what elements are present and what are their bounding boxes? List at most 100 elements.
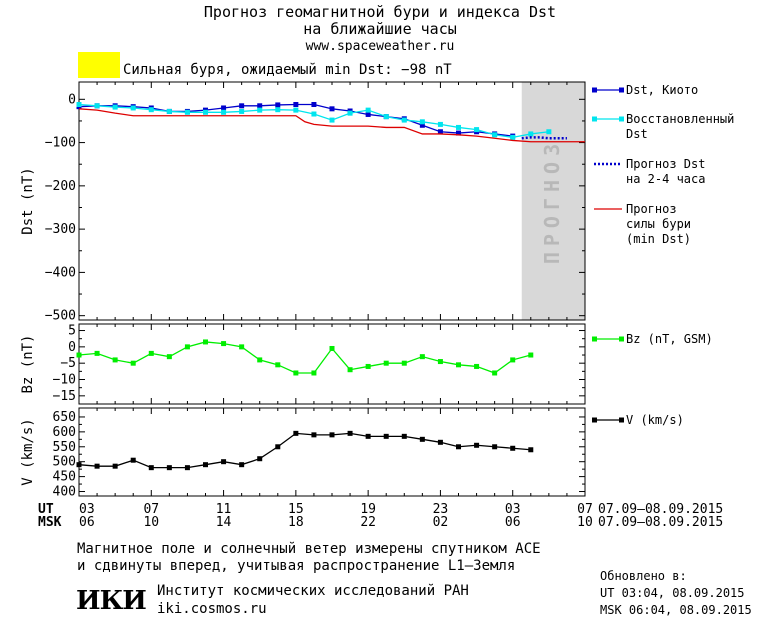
ut-tick-label: 23 — [433, 502, 449, 517]
msk-tick-label: 10 — [577, 515, 593, 530]
legend-swatch-dst-kyoto-marker — [619, 87, 624, 93]
y-tick-label: −400 — [45, 265, 76, 280]
series-dst-kyoto-point — [275, 102, 281, 108]
legend-swatch-bz-marker — [619, 336, 624, 342]
series-restored-dst-point — [492, 132, 498, 138]
series-restored-dst-point — [546, 129, 552, 135]
updated-msk: MSK 06:04, 08.09.2015 — [600, 603, 752, 617]
series-dst-kyoto-point — [257, 103, 263, 109]
series-restored-dst-point — [419, 119, 425, 125]
series-bz-line — [78, 341, 531, 374]
forecast-band — [521, 82, 585, 320]
series-restored-dst-point — [347, 110, 353, 116]
legend-dst-kyoto: Dst, Киото — [626, 83, 699, 97]
y-axis-label: V (km/s) — [20, 418, 36, 485]
legend-restored-1: Восстановленный — [626, 112, 735, 126]
series-velocity-point — [257, 456, 263, 462]
series-restored-dst-point — [383, 114, 389, 120]
series-dst-kyoto-point — [437, 129, 443, 135]
msk-row-label: MSK — [38, 515, 62, 530]
series-restored-dst-point — [510, 134, 516, 140]
legend-swatch-restored-marker — [592, 116, 597, 122]
y-tick-label: −500 — [45, 309, 76, 324]
series-bz-point — [112, 357, 118, 363]
series-restored-dst-point — [239, 108, 245, 114]
series-velocity-point — [221, 459, 227, 465]
updated-label: Обновлено в: — [600, 569, 687, 583]
series-velocity-point — [76, 462, 82, 468]
series-velocity-point — [329, 432, 335, 438]
iki-logo: ИКИ — [76, 586, 147, 616]
series-dst-kyoto-point — [329, 106, 335, 112]
storm-forecast-text: Сильная буря, ожидаемый min Dst: −98 nT — [123, 62, 452, 78]
legend-swatch-restored-marker — [619, 116, 624, 122]
series-velocity-point — [311, 432, 317, 438]
series-velocity-point — [347, 430, 353, 436]
series-restored-dst-point — [275, 107, 281, 113]
series-velocity-point — [528, 447, 534, 453]
y-tick-label: 550 — [53, 440, 76, 455]
panel-frame — [78, 407, 586, 497]
ut-tick-label: 07 — [577, 502, 593, 517]
series-restored-dst-point — [437, 121, 443, 127]
series-bz-point — [492, 370, 498, 376]
series-restored-dst-point — [293, 107, 299, 113]
chart-title-line1: Прогноз геомагнитной бури и индекса Dst — [203, 3, 557, 21]
series-restored-dst-point — [76, 102, 82, 108]
series-restored-dst-point — [166, 108, 172, 114]
y-tick-label: 450 — [53, 470, 76, 485]
footer-note-line2: и сдвинуты вперед, учитывая распростране… — [77, 558, 516, 574]
y-tick-label: 650 — [53, 410, 76, 425]
legend-bz: Bz (nT, GSM) — [626, 332, 713, 346]
series-velocity-point — [293, 430, 299, 436]
series-bz-point — [203, 339, 208, 345]
ut-tick-label: 19 — [360, 502, 376, 517]
legend-swatch-v-marker — [592, 417, 597, 423]
series-dst-kyoto-point — [221, 105, 227, 111]
ut-tick-label: 03 — [505, 502, 521, 517]
legend-swatch-bz-marker — [592, 336, 597, 342]
panel-frame — [78, 323, 586, 405]
series-velocity-point — [203, 462, 208, 468]
series-dst-kyoto-point — [365, 111, 371, 117]
series-bz-point — [148, 350, 154, 356]
y-tick-label: 400 — [53, 485, 76, 500]
legend-swatch-dst-kyoto-marker — [592, 87, 597, 93]
ut-tick-label: 07 — [143, 502, 159, 517]
series-dst-kyoto-point — [419, 122, 425, 128]
y-axis-label: Bz (nT) — [20, 334, 36, 393]
series-velocity-point — [510, 445, 516, 451]
series-bz-point — [311, 370, 317, 376]
series-velocity-point — [492, 444, 498, 450]
series-restored-dst-point — [148, 107, 154, 113]
y-tick-label: −200 — [45, 179, 76, 194]
series-restored-dst-point — [257, 107, 263, 113]
y-tick-label: −300 — [45, 222, 76, 237]
series-restored-dst-point — [474, 127, 480, 133]
y-tick-label: −100 — [45, 136, 76, 151]
ut-row-label: UT — [38, 502, 54, 517]
series-forecast-dst-line — [521, 136, 567, 140]
series-bz-point — [383, 360, 389, 366]
series-restored-dst-point — [456, 124, 461, 130]
series-restored-dst-point — [221, 109, 227, 115]
series-dst-kyoto-point — [311, 102, 317, 108]
ut-date-range: 07.09–08.09.2015 — [598, 502, 724, 517]
series-velocity-point — [166, 465, 172, 471]
y-tick-label: −10 — [53, 373, 76, 388]
forecast-band-label: ПРОГНОЗ — [540, 138, 564, 264]
series-restored-dst-point — [203, 109, 208, 115]
series-bz-point — [239, 344, 245, 350]
series-velocity-point — [383, 433, 389, 439]
y-tick-label: 0 — [68, 340, 76, 355]
series-dst-kyoto-point — [456, 130, 461, 136]
msk-tick-label: 06 — [505, 515, 521, 530]
series-bz-point — [94, 350, 100, 356]
series-velocity-point — [401, 433, 407, 439]
series-bz-point — [184, 344, 190, 350]
legend-swatch-v-marker — [619, 417, 624, 423]
series-restored-dst-point — [401, 117, 407, 123]
series-velocity-point — [239, 462, 245, 468]
series-velocity-point — [419, 436, 425, 442]
series-velocity-line — [78, 432, 531, 469]
